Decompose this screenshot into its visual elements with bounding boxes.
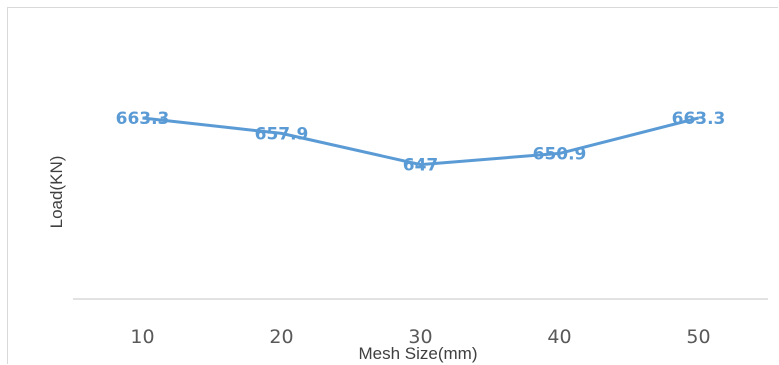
x-tick-label-30: 30 bbox=[408, 326, 432, 348]
data-label-40: 650.9 bbox=[533, 144, 587, 164]
data-label-50: 663.3 bbox=[672, 109, 726, 129]
x-tick-labels: 10 20 30 40 50 bbox=[130, 326, 710, 348]
x-tick-label-10: 10 bbox=[130, 326, 154, 348]
data-label-10: 663.3 bbox=[116, 109, 170, 129]
series-line bbox=[142, 116, 699, 167]
data-label-20: 657.9 bbox=[255, 124, 309, 144]
x-tick-label-50: 50 bbox=[686, 326, 710, 348]
data-labels: 663.3 657.9 647 650.9 663.3 bbox=[116, 109, 726, 176]
chart-frame bbox=[7, 7, 778, 364]
x-tick-label-20: 20 bbox=[269, 326, 293, 348]
x-tick-label-40: 40 bbox=[547, 326, 571, 348]
y-axis-title: Load(KN) bbox=[47, 156, 66, 229]
x-axis-title: Mesh Size(mm) bbox=[358, 344, 477, 363]
data-label-30: 647 bbox=[403, 156, 439, 176]
